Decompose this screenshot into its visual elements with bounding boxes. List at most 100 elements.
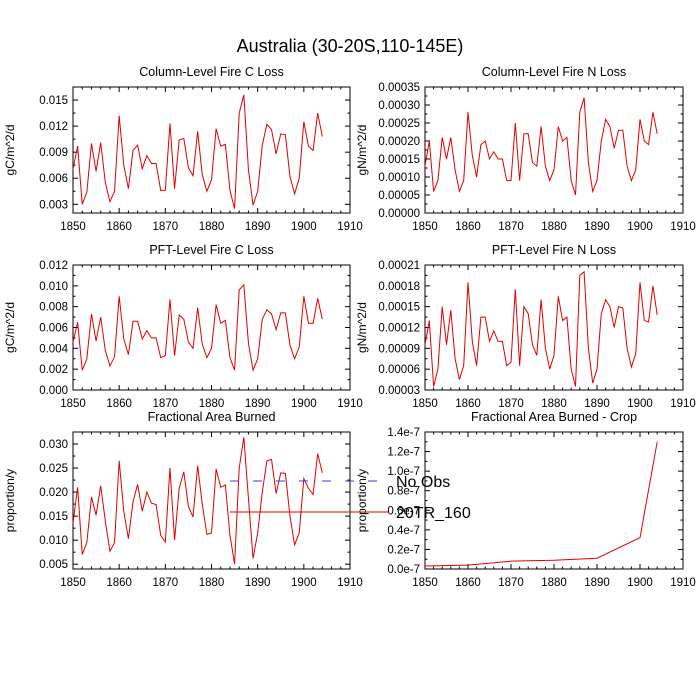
- y-tick-label: 0.00030: [378, 100, 420, 112]
- plot-frame: [72, 264, 351, 391]
- x-tick-label: 1860: [106, 577, 132, 589]
- x-tick-label: 1860: [455, 221, 481, 233]
- y-axis-label: gN/m^2/d: [355, 302, 369, 353]
- y-tick-label: 0.8e-7: [387, 486, 420, 498]
- x-tick-label: 1860: [106, 221, 132, 233]
- y-axis-label: gC/m^2/d: [3, 125, 17, 176]
- panel-title: Column-Level Fire C Loss: [139, 65, 284, 79]
- y-tick-label: 0.00021: [378, 260, 420, 272]
- y-tick-label: 0.012: [39, 260, 68, 272]
- y-tick-label: 1.4e-7: [387, 427, 420, 439]
- x-tick-label: 1880: [199, 221, 225, 233]
- y-tick-label: 0.003: [39, 199, 68, 211]
- y-tick-label: 0.00012: [378, 323, 420, 335]
- x-tick-label: 1900: [627, 221, 653, 233]
- y-axis-label: gC/m^2/d: [3, 302, 17, 353]
- panel-1: Column-Level Fire C Loss gC/m^2/d 1850 1860…: [3, 65, 363, 233]
- panel-6: Fractional Area Burned - Crop proportion/…: [355, 410, 696, 589]
- x-tick-label: 1910: [337, 398, 363, 410]
- y-tick-label: 0.00000: [378, 208, 420, 220]
- x-tick-label: 1910: [670, 221, 696, 233]
- main-title: Australia (30-20S,110-145E): [237, 36, 464, 56]
- y-tick-label: 0.00005: [378, 190, 420, 202]
- y-tick-label: 0.012: [39, 121, 68, 133]
- y-tick-label: 1.2e-7: [387, 447, 420, 459]
- x-tick-label: 1870: [153, 221, 179, 233]
- y-tick-label: 0.030: [39, 439, 68, 451]
- y-tick-label: 1.0e-7: [387, 466, 420, 478]
- x-tick-label: 1890: [584, 398, 610, 410]
- x-tick-label: 1860: [106, 398, 132, 410]
- legend: No Obs 20TR_160: [230, 474, 471, 522]
- x-tick-label: 1910: [337, 221, 363, 233]
- x-tick-label: 1850: [60, 398, 86, 410]
- panel-5: Fractional Area Burned proportion/y 1850 18…: [3, 410, 363, 589]
- y-tick-label: 0.006: [39, 173, 68, 185]
- plot-frame: [424, 86, 684, 214]
- legend-label-no-obs: No Obs: [396, 474, 450, 491]
- y-tick-label: 0.015: [39, 95, 68, 107]
- x-tick-label: 1910: [337, 577, 363, 589]
- panel-title: Column-Level Fire N Loss: [482, 65, 627, 79]
- series-line-20tr-160: [424, 441, 658, 567]
- y-tick-label: 0.00015: [378, 302, 420, 314]
- panel-4: PFT-Level Fire N Loss gN/m^2/d 1850 1860 187…: [355, 243, 696, 410]
- y-tick-label: 0.009: [39, 147, 68, 159]
- x-tick-label: 1860: [455, 398, 481, 410]
- y-tick-label: 0.0e-7: [387, 564, 420, 576]
- x-tick-label: 1850: [412, 221, 438, 233]
- plot-frame: [72, 431, 351, 570]
- y-tick-label: 0.2e-7: [387, 544, 420, 556]
- x-tick-label: 1890: [584, 577, 610, 589]
- x-tick-label: 1900: [291, 398, 317, 410]
- x-tick-label: 1910: [670, 398, 696, 410]
- panel-3: PFT-Level Fire C Loss gC/m^2/d 1850 1860 187…: [3, 243, 363, 410]
- x-tick-label: 1900: [291, 577, 317, 589]
- y-tick-label: 0.005: [39, 559, 68, 571]
- y-tick-label: 0.00025: [378, 118, 420, 130]
- x-tick-label: 1900: [627, 398, 653, 410]
- y-tick-label: 0.010: [39, 535, 68, 547]
- y-tick-label: 0.008: [39, 302, 68, 314]
- x-tick-label: 1850: [60, 221, 86, 233]
- x-tick-label: 1860: [455, 577, 481, 589]
- y-tick-label: 0.00006: [378, 364, 420, 376]
- y-tick-label: 0.004: [39, 343, 68, 355]
- x-tick-label: 1880: [541, 577, 567, 589]
- x-tick-label: 1850: [60, 577, 86, 589]
- y-tick-label: 0.4e-7: [387, 525, 420, 537]
- y-tick-label: 0.020: [39, 487, 68, 499]
- y-tick-label: 0.00020: [378, 136, 420, 148]
- x-tick-label: 1850: [412, 398, 438, 410]
- x-tick-label: 1890: [584, 221, 610, 233]
- x-tick-label: 1880: [541, 398, 567, 410]
- y-axis-label: gN/m^2/d: [355, 125, 369, 176]
- x-tick-label: 1870: [498, 577, 524, 589]
- x-tick-label: 1870: [153, 398, 179, 410]
- plot-frame: [72, 86, 351, 214]
- y-tick-label: 0.006: [39, 323, 68, 335]
- panel-title: PFT-Level Fire C Loss: [149, 243, 273, 257]
- series-line-20tr-160: [424, 270, 658, 387]
- y-tick-label: 0.00018: [378, 281, 420, 293]
- x-tick-label: 1910: [670, 577, 696, 589]
- x-tick-label: 1900: [291, 221, 317, 233]
- series-line-20tr-160: [424, 97, 658, 196]
- y-tick-label: 0.00010: [378, 172, 420, 184]
- panel-2: Column-Level Fire N Loss gN/m^2/d 1850 1860…: [355, 65, 696, 233]
- plot-frame: [424, 431, 684, 570]
- y-tick-label: 0.6e-7: [387, 505, 420, 517]
- y-axis-label: proportion/y: [3, 469, 17, 532]
- legend-label-20tr-160: 20TR_160: [396, 505, 471, 522]
- series-line-20tr-160: [72, 437, 323, 565]
- plot-frame: [424, 264, 684, 391]
- y-tick-label: 0.00035: [378, 82, 420, 94]
- x-tick-label: 1890: [245, 221, 271, 233]
- y-tick-label: 0.025: [39, 463, 68, 475]
- x-tick-label: 1880: [199, 577, 225, 589]
- x-tick-label: 1900: [627, 577, 653, 589]
- x-tick-label: 1870: [498, 398, 524, 410]
- y-tick-label: 0.002: [39, 364, 68, 376]
- panel-title: PFT-Level Fire N Loss: [492, 243, 616, 257]
